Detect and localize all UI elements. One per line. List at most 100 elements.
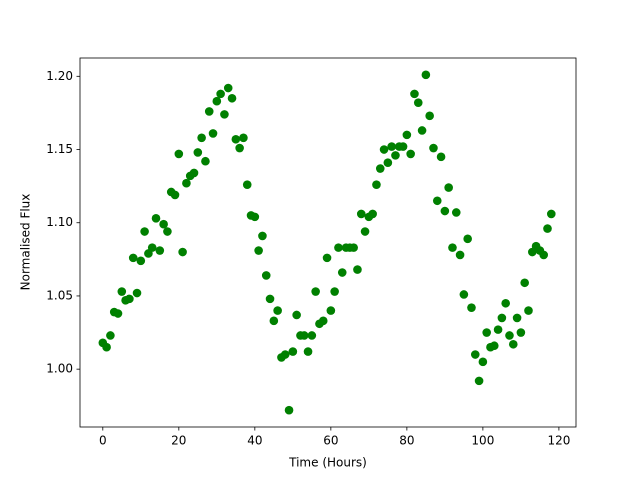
point [440, 206, 450, 216]
point [432, 196, 442, 206]
point [106, 331, 115, 340]
point [398, 142, 408, 151]
point [459, 290, 469, 299]
point [356, 209, 366, 219]
x-tick-label: 80 [399, 434, 414, 448]
point [265, 294, 275, 304]
y-tick-label: 1.05 [46, 288, 73, 302]
point [159, 219, 168, 229]
point [132, 288, 142, 298]
x-tick-label: 100 [471, 434, 494, 448]
point [204, 107, 214, 116]
point [463, 234, 472, 244]
x-tick-label: 60 [323, 434, 338, 448]
point [220, 110, 229, 119]
point [516, 328, 526, 337]
point [254, 246, 263, 255]
point [258, 231, 267, 241]
point [307, 331, 317, 340]
point [505, 331, 514, 340]
point [197, 133, 206, 143]
point [467, 303, 476, 312]
point [223, 83, 233, 93]
point [231, 134, 241, 144]
point [201, 156, 210, 166]
point [402, 130, 412, 140]
point [478, 357, 488, 367]
x-tick-label: 40 [247, 434, 262, 448]
x-tick-label: 0 [99, 434, 107, 448]
point [311, 287, 320, 296]
point [383, 158, 393, 167]
point [136, 256, 146, 266]
point [330, 287, 339, 296]
point [216, 89, 225, 99]
point [470, 350, 480, 359]
point [117, 287, 127, 296]
point [239, 133, 248, 143]
point [280, 350, 290, 359]
point [292, 310, 301, 320]
y-tick-label: 1.00 [46, 362, 73, 376]
y-tick-label: 1.15 [46, 142, 73, 156]
x-tick-label: 120 [547, 434, 570, 448]
point [322, 253, 332, 263]
point [429, 143, 438, 153]
plot-frame [79, 57, 577, 428]
point [448, 243, 457, 252]
point [269, 316, 279, 326]
point [288, 347, 298, 356]
point [349, 243, 358, 252]
point [444, 183, 453, 192]
point [113, 309, 123, 318]
point [334, 243, 343, 252]
point [193, 148, 203, 157]
point [261, 271, 271, 280]
point [303, 347, 313, 356]
point [318, 316, 328, 326]
point [387, 142, 396, 151]
point [406, 149, 415, 159]
point [128, 253, 138, 263]
point [410, 89, 419, 99]
point [174, 149, 184, 159]
point [299, 331, 309, 340]
point [360, 227, 370, 236]
point [520, 278, 529, 288]
point [208, 129, 218, 138]
point [372, 180, 381, 189]
point [170, 190, 180, 200]
point [543, 224, 552, 233]
point [425, 111, 434, 121]
point [497, 313, 507, 323]
point [147, 243, 157, 252]
x-tick-label: 20 [171, 434, 186, 448]
point [178, 247, 187, 257]
point [242, 180, 252, 189]
point [140, 227, 149, 236]
point [508, 339, 518, 349]
point [501, 298, 510, 308]
point [375, 164, 385, 173]
point [391, 151, 400, 160]
point [227, 93, 237, 103]
point [353, 265, 362, 274]
point [212, 96, 222, 106]
point [379, 145, 389, 154]
point [273, 306, 282, 315]
point [182, 178, 191, 188]
point [284, 405, 294, 415]
point [368, 209, 377, 219]
y-tick-label: 1.10 [46, 215, 73, 229]
point [125, 294, 134, 304]
point [163, 227, 172, 236]
point [474, 376, 484, 386]
point [155, 246, 165, 255]
point [413, 98, 423, 107]
point [539, 250, 548, 260]
point [326, 306, 336, 315]
y-tick-label: 1.20 [46, 69, 73, 83]
point [235, 143, 244, 153]
